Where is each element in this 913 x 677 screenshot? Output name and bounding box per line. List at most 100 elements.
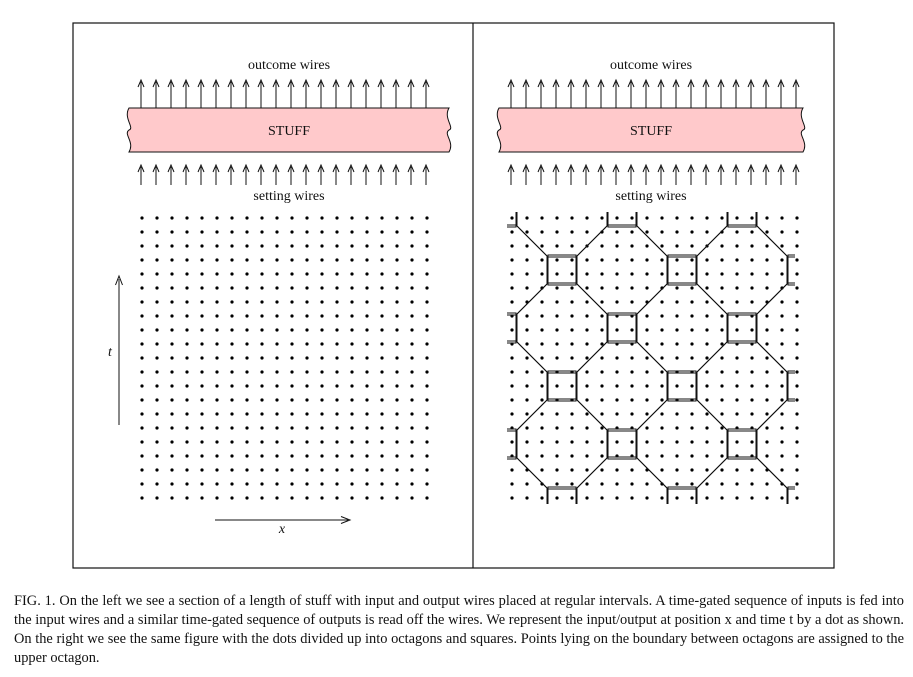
grid-dot (510, 440, 514, 444)
grid-dot (510, 286, 514, 290)
grid-dot (780, 230, 784, 234)
grid-dot (395, 426, 399, 430)
grid-dot (215, 426, 219, 430)
grid-dot (585, 426, 589, 430)
grid-dot (630, 482, 634, 486)
grid-dot (380, 300, 384, 304)
grid-dot (555, 230, 559, 234)
grid-dot (260, 426, 264, 430)
grid-dot (425, 286, 429, 290)
grid-dot (350, 314, 354, 318)
grid-dot (365, 384, 369, 388)
grid-dot (185, 258, 189, 262)
octagon (636, 398, 728, 490)
grid-dot (585, 314, 589, 318)
grid-dot (320, 412, 324, 416)
grid-dot (795, 426, 799, 430)
wire-arrowhead (407, 163, 415, 173)
wire-arrowhead (537, 78, 545, 88)
wire-arrowhead (332, 78, 340, 88)
octagon (696, 340, 788, 432)
grid-dot (380, 370, 384, 374)
grid-dot (305, 426, 309, 430)
grid-dot (245, 328, 249, 332)
grid-dot (660, 356, 664, 360)
grid-dot (705, 412, 709, 416)
grid-dot (570, 496, 574, 500)
grid-dot (140, 300, 144, 304)
grid-dot (215, 258, 219, 262)
grid-dot (690, 258, 694, 262)
grid-dot (215, 412, 219, 416)
grid-dot (245, 244, 249, 248)
grid-dot (660, 412, 664, 416)
grid-dot (365, 468, 369, 472)
grid-dot (425, 244, 429, 248)
grid-dot (335, 468, 339, 472)
grid-dot (275, 342, 279, 346)
grid-dot (245, 300, 249, 304)
grid-dot (200, 398, 204, 402)
grid-dot (230, 258, 234, 262)
grid-dot (555, 440, 559, 444)
grid-dot (525, 398, 529, 402)
grid-dot (275, 496, 279, 500)
wire-arrowhead (362, 78, 370, 88)
grid-dot (660, 426, 664, 430)
grid-dot (660, 244, 664, 248)
grid-dot (230, 496, 234, 500)
grid-dot (675, 356, 679, 360)
grid-dot (365, 440, 369, 444)
grid-dot (585, 230, 589, 234)
wire-arrowhead (257, 78, 265, 88)
grid-dot (525, 272, 529, 276)
grid-dot (380, 272, 384, 276)
grid-dot (690, 216, 694, 220)
grid-dot (425, 342, 429, 346)
grid-dot (380, 454, 384, 458)
grid-dot (305, 370, 309, 374)
grid-dot (290, 216, 294, 220)
grid-dot (615, 328, 619, 332)
octagon (696, 456, 788, 504)
grid-dot (365, 216, 369, 220)
grid-dot (155, 454, 159, 458)
grid-dot (305, 384, 309, 388)
grid-dot (260, 300, 264, 304)
wire-arrowhead (212, 163, 220, 173)
grid-dot (510, 272, 514, 276)
grid-dot (215, 454, 219, 458)
grid-dot (765, 440, 769, 444)
square (727, 212, 757, 228)
grid-dot (410, 328, 414, 332)
grid-dot (140, 342, 144, 346)
wire-arrowhead (347, 78, 355, 88)
grid-dot (570, 482, 574, 486)
grid-dot (765, 384, 769, 388)
wire-arrowhead (392, 78, 400, 88)
grid-dot (170, 370, 174, 374)
grid-dot (245, 412, 249, 416)
wire-arrowhead (762, 163, 770, 173)
grid-dot (675, 244, 679, 248)
grid-dot (275, 258, 279, 262)
grid-dot (600, 496, 604, 500)
grid-dot (200, 440, 204, 444)
octagon (636, 282, 728, 374)
grid-dot (690, 230, 694, 234)
grid-dot (380, 230, 384, 234)
grid-dot (780, 244, 784, 248)
wire-arrowhead (627, 78, 635, 88)
grid-dot (335, 482, 339, 486)
grid-dot (290, 258, 294, 262)
grid-dot (185, 300, 189, 304)
grid-dot (230, 230, 234, 234)
wire-arrowhead (242, 163, 250, 173)
wire-arrowhead (732, 78, 740, 88)
grid-dot (510, 244, 514, 248)
grid-dot (675, 286, 679, 290)
grid-dot (140, 454, 144, 458)
grid-dot (630, 244, 634, 248)
grid-dot (215, 230, 219, 234)
grid-dot (780, 398, 784, 402)
